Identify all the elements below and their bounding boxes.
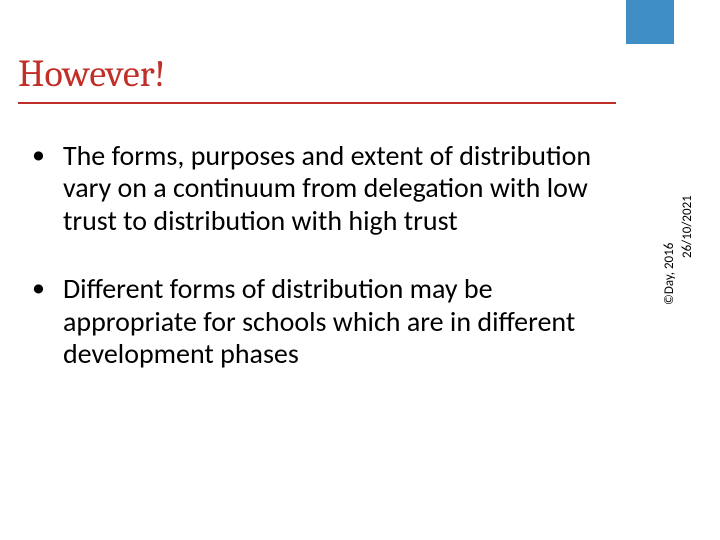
accent-bar: [626, 0, 674, 44]
copyright-label: ©Day, 2016: [662, 243, 677, 305]
slide: However! • The forms, purposes and exten…: [0, 0, 720, 540]
title-underline: [18, 102, 616, 104]
list-item: • Different forms of distribution may be…: [28, 273, 616, 370]
slide-title: However!: [18, 54, 640, 96]
bullet-dot-icon: •: [32, 273, 45, 303]
list-item: • The forms, purposes and extent of dist…: [28, 140, 616, 237]
bullet-dot-icon: •: [32, 140, 45, 170]
bullet-text: Different forms of distribution may be a…: [63, 273, 616, 370]
date-label: 26/10/2021: [680, 195, 695, 258]
bullet-text: The forms, purposes and extent of distri…: [63, 140, 616, 237]
title-region: However!: [18, 54, 640, 104]
content-region: • The forms, purposes and extent of dist…: [28, 140, 616, 407]
